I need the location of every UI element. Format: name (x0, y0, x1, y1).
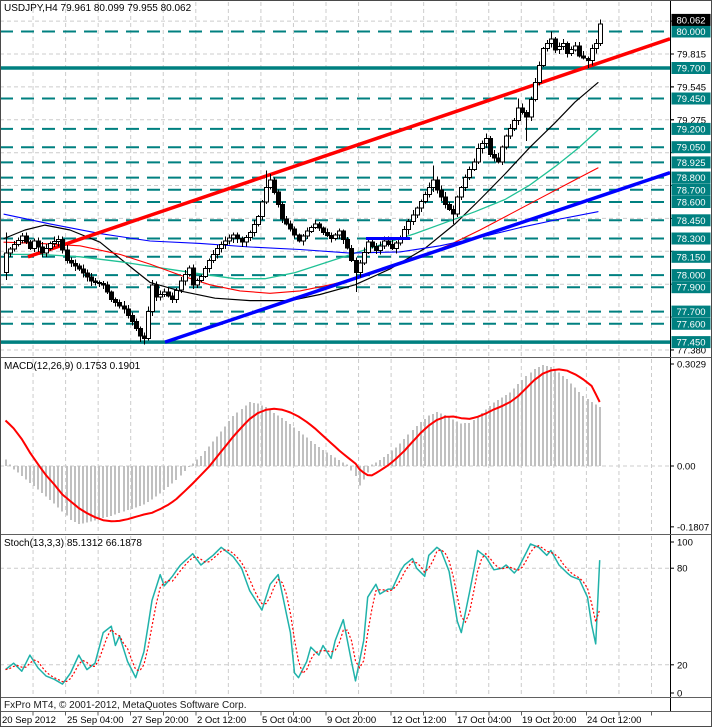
axis-level-label: 80.062 (676, 15, 705, 26)
axis-level-label: 78.450 (676, 216, 705, 227)
axis-label: 0.00 (677, 462, 696, 473)
axis-level-label: 78.000 (676, 271, 705, 282)
gridlines (0, 2, 670, 697)
macd-histogram (5, 365, 601, 525)
axis-label: 0.3029 (677, 360, 706, 371)
axis-level-label: 77.700 (676, 307, 705, 318)
time-label: 2 Oct 12:00 (197, 715, 246, 726)
axis-label: 0 (677, 689, 682, 700)
axis-level-label: 79.450 (676, 94, 705, 105)
axis-level-label: 78.925 (676, 158, 705, 169)
time-label: 9 Oct 20:00 (327, 715, 376, 726)
axis-level-label: 78.150 (676, 252, 705, 263)
price-axis[interactable] (670, 0, 712, 712)
axis-label: 79.275 (677, 115, 706, 126)
axis-label: 80 (677, 564, 688, 575)
axis-level-label: 78.300 (676, 234, 705, 245)
time-label: 25 Sep 04:00 (67, 715, 124, 726)
ascending-support-trendline[interactable] (164, 171, 671, 344)
price-level-lines (0, 30, 670, 344)
time-label: 20 Sep 2012 (2, 715, 56, 726)
ma-slow-black[interactable] (3, 81, 599, 302)
axis-label: 79.815 (677, 50, 706, 61)
time-label: 5 Oct 04:00 (262, 715, 311, 726)
axis-level-label: 77.450 (676, 338, 705, 349)
axis-level-label: 78.600 (676, 198, 705, 209)
time-label: 24 Oct 12:00 (587, 715, 641, 726)
time-label: 17 Oct 04:00 (457, 715, 511, 726)
time-axis[interactable] (0, 712, 712, 727)
ma-blue[interactable] (3, 211, 599, 254)
time-label: 12 Oct 12:00 (392, 715, 446, 726)
ma-red[interactable] (3, 167, 599, 294)
axis-label: 100 (677, 538, 693, 549)
axis-level-label: 80.000 (676, 27, 705, 38)
time-label: 19 Oct 20:00 (522, 715, 576, 726)
axis-level-label: 78.800 (676, 173, 705, 184)
stoch-main-line (5, 543, 601, 685)
candlesticks[interactable] (4, 19, 603, 345)
ma-green[interactable] (3, 129, 599, 280)
axis-label: -0.1807 (677, 522, 709, 533)
axis-level-label: 79.050 (676, 143, 705, 154)
axis-level-label: 77.600 (676, 319, 705, 330)
axis-level-label: 77.900 (676, 283, 705, 294)
axis-level-label: 79.700 (676, 64, 705, 75)
axis-label: 77.380 (677, 346, 706, 357)
axis-label: 20 (677, 660, 688, 671)
panel-dividers (0, 357, 712, 716)
price-axis-labels: 79.815 79.545 79.275 77.380 80.000 79.700 79.4… (670, 0, 712, 727)
time-label: 27 Sep 20:00 (132, 715, 189, 726)
axis-label: 79.545 (677, 82, 706, 93)
time-axis-labels: 20 Sep 2012 25 Sep 04:00 27 Sep 20:00 2 Oct… (2, 715, 641, 726)
axis-level-label: 78.700 (676, 185, 705, 196)
stoch-signal-line (5, 545, 601, 683)
axis-level-label: 79.200 (676, 124, 705, 135)
ascending-resistance-trendline[interactable] (27, 37, 671, 259)
macd-signal-line (4, 368, 601, 523)
